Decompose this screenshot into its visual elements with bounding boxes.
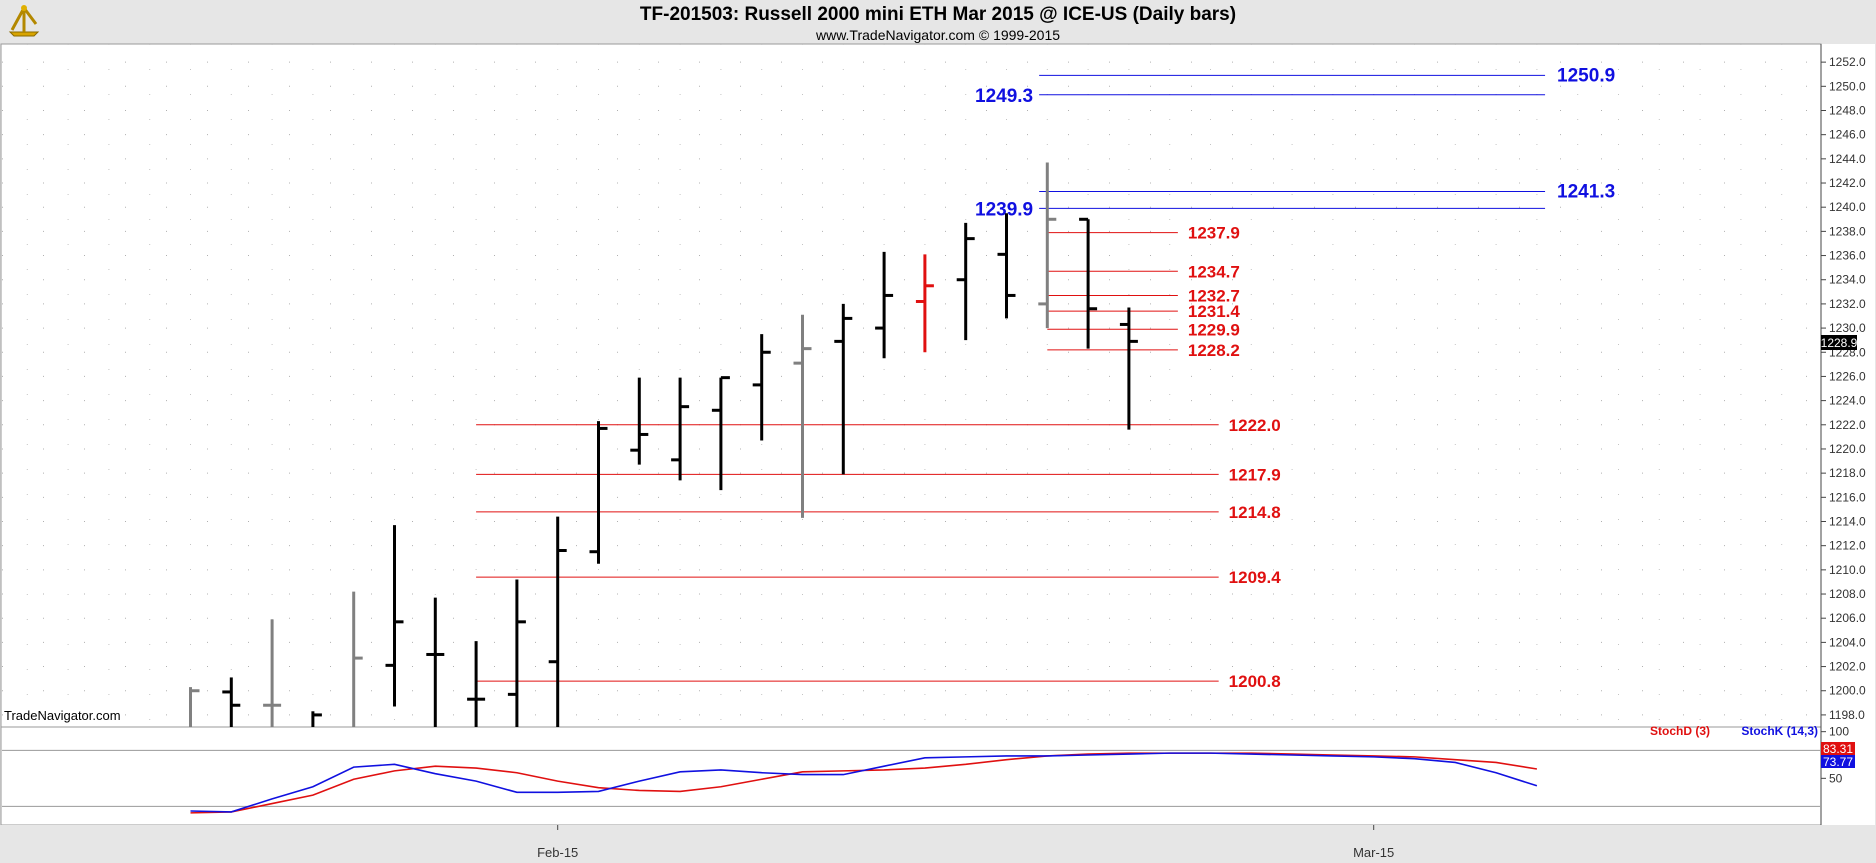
stochK-legend: StochK (14,3) [1741,724,1818,738]
price-axis [1821,44,1875,825]
price-tick-label: 1222.0 [1829,418,1866,432]
level-label: 1234.7 [1188,262,1240,281]
last-price-tag-bg [1821,335,1857,350]
last-price-tag: 1228.9 [1821,336,1858,350]
stoch-tick-label: 100 [1829,725,1849,739]
price-tick-label: 1200.0 [1829,684,1866,698]
chart-title: TF-201503: Russell 2000 mini ETH Mar 201… [640,4,1236,25]
time-axis-ticks: Feb-15 Mar-15 [537,825,1394,860]
time-tick-label: Feb-15 [537,845,578,860]
stoch-tick-label: 50 [1829,771,1843,785]
price-panel [0,43,1822,728]
stochD-legend: StochD (3) [1650,724,1710,738]
price-axis-ticks: 1198.0 1200.0 1202.0 1204.0 1206.0 1208.0 1210… [1821,55,1866,785]
price-tick-label: 1246.0 [1829,128,1866,142]
level-label: 1231.4 [1188,302,1241,321]
level-label: 1239.9 [975,199,1033,220]
price-tick-label: 1216.0 [1829,490,1866,504]
price-tick-label: 1224.0 [1829,394,1866,408]
stochK-line [190,752,1538,813]
support-resistance-levels: 1250.9 1249.3 1241.3 1239.9 1237.9 1234.7 1232… [476,65,1615,691]
price-tick-label: 1248.0 [1829,103,1866,117]
price-tick-label: 1226.0 [1829,369,1866,383]
price-tick-label: 1204.0 [1829,635,1866,649]
price-tick-label: 1212.0 [1829,539,1866,553]
stochD-tag: 83.31 [1823,742,1853,756]
stochK-tag: 73.77 [1823,755,1853,769]
navigator-sextant-icon [8,5,40,37]
price-tick-label: 1234.0 [1829,273,1866,287]
level-label: 1214.8 [1229,503,1281,522]
price-tick-label: 1238.0 [1829,224,1866,238]
price-tick-label: 1202.0 [1829,660,1866,674]
level-label: 1209.4 [1229,568,1282,587]
level-label: 1228.2 [1188,341,1240,360]
level-label: 1241.3 [1557,181,1615,202]
price-tick-label: 1250.0 [1829,79,1866,93]
price-tick-label: 1242.0 [1829,176,1866,190]
price-tick-label: 1236.0 [1829,249,1866,263]
level-label: 1237.9 [1188,224,1240,243]
price-tick-label: 1230.0 [1829,321,1866,335]
stochastic-lines [190,752,1538,814]
price-tick-label: 1210.0 [1829,563,1866,577]
level-label: 1200.8 [1229,672,1281,691]
level-label: 1232.7 [1188,286,1240,305]
stochK-tag-bg [1821,755,1855,768]
stochD-tag-bg [1821,742,1855,755]
level-label: 1217.9 [1229,465,1281,484]
price-tick-label: 1208.0 [1829,587,1866,601]
stoch-panel [0,726,1822,826]
price-tick-label: 1218.0 [1829,466,1866,480]
price-tick-label: 1206.0 [1829,611,1866,625]
level-label: 1229.9 [1188,320,1240,339]
price-tick-label: 1232.0 [1829,297,1866,311]
price-tick-label: 1244.0 [1829,152,1866,166]
level-label: 1249.3 [975,86,1033,107]
time-axis [0,825,1876,863]
chart-subtitle: www.TradeNavigator.com © 1999-2015 [815,27,1060,43]
ohlc-bars [189,162,1138,727]
time-tick-label: Mar-15 [1353,845,1394,860]
price-tick-label: 1198.0 [1829,708,1865,722]
price-tick-label: 1252.0 [1829,55,1866,69]
stoch-ref-lines [2,749,1820,807]
level-label: 1222.0 [1229,416,1281,435]
watermark: TradeNavigator.com [4,708,121,723]
level-label: 1250.9 [1557,65,1615,86]
price-tick-label: 1214.0 [1829,514,1866,528]
price-tick-label: 1220.0 [1829,442,1866,456]
price-tick-label: 1240.0 [1829,200,1866,214]
